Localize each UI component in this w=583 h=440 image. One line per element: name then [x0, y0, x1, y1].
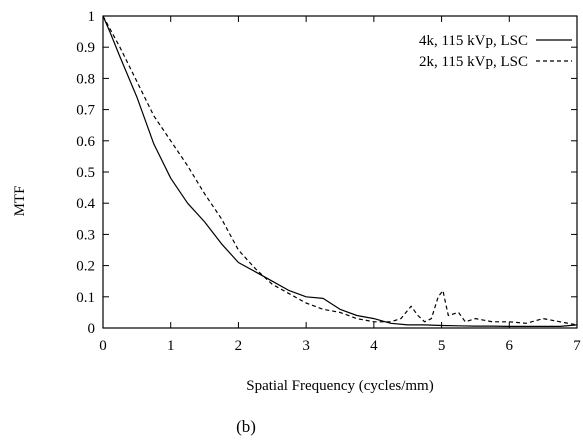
y-tick-label: 0	[88, 321, 96, 337]
legend-label-4k: 4k, 115 kVp, LSC	[419, 33, 528, 49]
series-line-4k	[102, 15, 578, 327]
legend-label-2k: 2k, 115 kVp, LSC	[419, 54, 528, 70]
figure-caption: (b)	[236, 417, 256, 436]
y-tick-label: 0.2	[76, 259, 95, 275]
x-tick-label: 1	[167, 338, 175, 354]
x-tick-label: 0	[99, 338, 107, 354]
y-axis-label: MTF	[12, 186, 28, 217]
y-tick-label: 0.4	[76, 196, 95, 212]
y-tick-label: 0.6	[76, 134, 95, 150]
x-tick-label: 2	[235, 338, 243, 354]
x-tick-label: 6	[506, 338, 514, 354]
series-line-2k	[102, 15, 578, 326]
legend-entry-4k: 4k, 115 kVp, LSC	[419, 33, 572, 49]
y-tick-label: 0.1	[76, 290, 95, 306]
series-layer	[102, 15, 578, 327]
y-tick-label: 0.3	[76, 227, 95, 243]
x-axis-ticks: 0 1 2 3 4 5 6 7	[99, 16, 581, 354]
x-tick-label: 7	[573, 338, 581, 354]
x-tick-label: 4	[370, 338, 378, 354]
x-tick-label: 3	[302, 338, 310, 354]
y-tick-label: 0.5	[76, 165, 95, 181]
y-tick-label: 1	[88, 9, 96, 25]
legend-entry-2k: 2k, 115 kVp, LSC	[419, 54, 572, 70]
legend: 4k, 115 kVp, LSC 2k, 115 kVp, LSC	[419, 33, 572, 70]
x-axis-label: Spatial Frequency (cycles/mm)	[246, 378, 433, 394]
x-tick-label: 5	[438, 338, 446, 354]
y-axis-ticks: 0 0.1 0.2 0.3 0.4 0.5 0.6 0.7 0.8 0.9 1	[76, 9, 577, 337]
y-tick-label: 0.7	[76, 103, 95, 119]
y-tick-label: 0.9	[76, 40, 95, 56]
y-tick-label: 0.8	[76, 71, 95, 87]
